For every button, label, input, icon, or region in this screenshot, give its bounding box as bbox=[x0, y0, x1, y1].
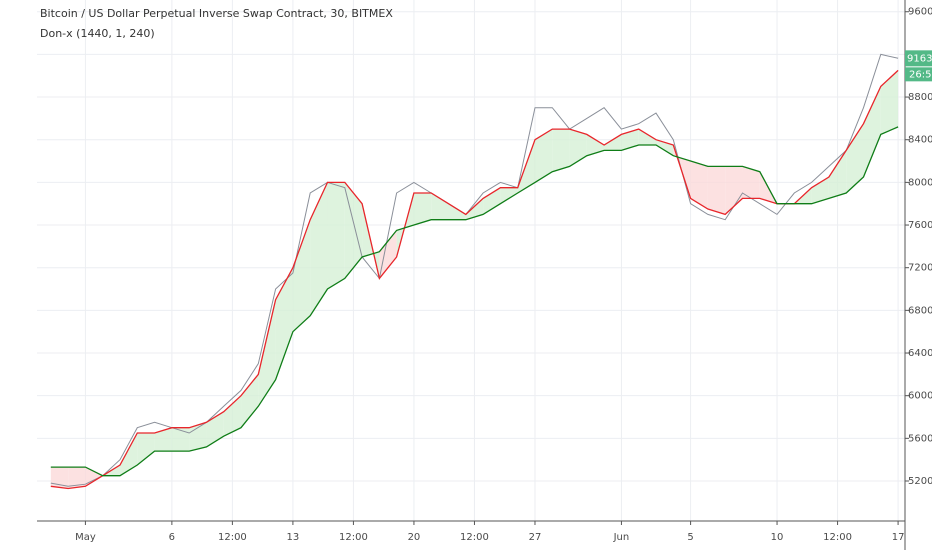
band-fill bbox=[725, 166, 743, 215]
band-fill bbox=[171, 427, 190, 452]
y-tick-label: 7200.0 bbox=[908, 263, 932, 274]
band-fill bbox=[621, 129, 639, 151]
last-price-label: 9163.0 bbox=[907, 53, 932, 64]
x-tick-label: 27 bbox=[529, 532, 542, 543]
band-fill bbox=[310, 182, 328, 316]
band-fill bbox=[586, 134, 605, 156]
y-tick-label: 6000.0 bbox=[908, 391, 932, 402]
band-fill bbox=[500, 187, 518, 204]
band-fill bbox=[68, 467, 86, 489]
x-tick-label: May bbox=[75, 532, 96, 543]
band-fill bbox=[258, 299, 276, 407]
plot-area bbox=[50, 53, 899, 490]
x-tick-label: 5 bbox=[687, 532, 693, 543]
x-tick-label: 17 bbox=[892, 532, 905, 543]
band-fill bbox=[137, 433, 155, 466]
band-fill bbox=[241, 374, 259, 428]
y-tick-label: 5200.0 bbox=[908, 476, 932, 487]
y-tick-label: 5600.0 bbox=[908, 433, 932, 444]
chart-title: Bitcoin / US Dollar Perpetual Inverse Sw… bbox=[40, 7, 393, 20]
x-tick-label: 12:00 bbox=[218, 532, 247, 543]
band-fill bbox=[154, 427, 172, 452]
band-fill bbox=[189, 422, 207, 452]
band-fill bbox=[552, 129, 570, 172]
band-fill bbox=[292, 219, 311, 332]
band-fill bbox=[206, 411, 224, 447]
band-fill bbox=[413, 193, 432, 226]
series-line bbox=[50, 69, 899, 490]
band-fill bbox=[431, 193, 449, 220]
band-fill bbox=[448, 203, 466, 220]
band-fill bbox=[638, 129, 657, 146]
countdown-label: 26:52 bbox=[909, 69, 932, 80]
y-tick-label: 8000.0 bbox=[908, 177, 932, 188]
band-fill bbox=[707, 166, 726, 215]
series-line bbox=[50, 126, 899, 477]
band-fill bbox=[379, 230, 397, 279]
y-tick-label: 8400.0 bbox=[908, 135, 932, 146]
band-fill bbox=[223, 395, 242, 437]
countdown-box bbox=[905, 67, 932, 82]
y-tick-label: 8800.0 bbox=[908, 92, 932, 103]
band-fill bbox=[534, 129, 553, 183]
band-fill bbox=[50, 467, 69, 489]
band-fill bbox=[880, 70, 899, 135]
band-fill bbox=[828, 150, 847, 199]
band-fill bbox=[656, 139, 674, 156]
x-tick-label: 13 bbox=[287, 532, 300, 543]
x-tick-label: 12:00 bbox=[460, 532, 489, 543]
x-tick-label: Jun bbox=[613, 532, 630, 543]
band-fill bbox=[275, 267, 293, 380]
band-fill bbox=[569, 129, 587, 167]
series-line bbox=[50, 53, 899, 487]
indicator-label: Don-x (1440, 1, 240) bbox=[40, 27, 155, 40]
band-fill bbox=[742, 166, 760, 199]
last-price-box bbox=[905, 50, 932, 67]
y-tick-label: 7600.0 bbox=[908, 220, 932, 231]
band-fill bbox=[119, 433, 138, 476]
x-tick-label: 12:00 bbox=[339, 532, 368, 543]
band-fill bbox=[846, 123, 864, 194]
x-tick-label: 20 bbox=[408, 532, 421, 543]
band-fill bbox=[327, 182, 345, 290]
band-fill bbox=[465, 198, 484, 220]
x-tick-label: 6 bbox=[169, 532, 175, 543]
x-tick-label: 10 bbox=[771, 532, 784, 543]
band-fill bbox=[604, 134, 622, 151]
y-tick-label: 6400.0 bbox=[908, 348, 932, 359]
band-fill bbox=[483, 187, 501, 215]
axes: 5200.0 5600.0 6000.0 6400.0 6800.0 7200.0 7600… bbox=[75, 7, 932, 543]
y-tick-label: 6800.0 bbox=[908, 305, 932, 316]
band-fill bbox=[690, 161, 708, 210]
y-tick-label: 9600.0 bbox=[908, 7, 932, 18]
band-fill bbox=[863, 86, 881, 178]
band-fill bbox=[811, 177, 829, 204]
x-tick-label: 12:00 bbox=[823, 532, 852, 543]
